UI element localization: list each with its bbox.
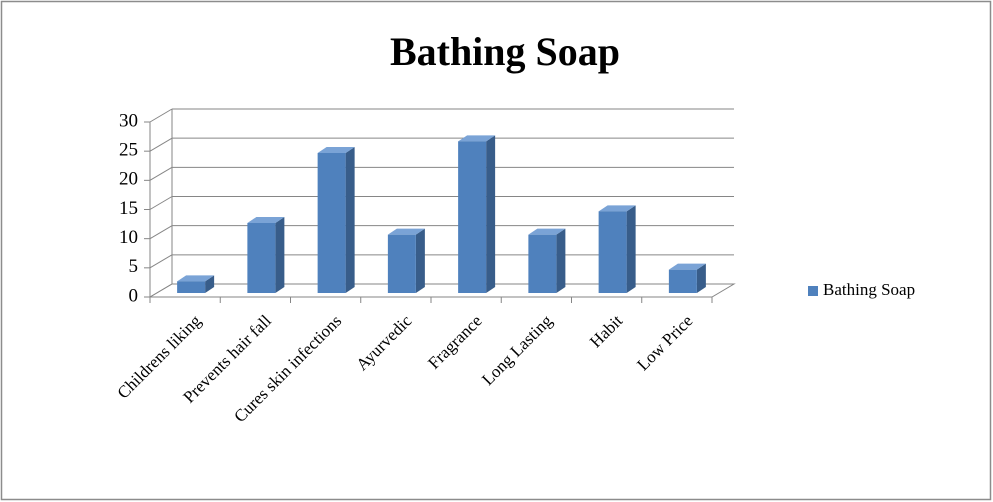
legend-label: Bathing Soap — [823, 280, 915, 299]
bar — [317, 153, 346, 293]
bar — [598, 211, 627, 293]
bar — [528, 234, 557, 293]
grid-line — [149, 283, 173, 298]
bar — [458, 141, 487, 293]
bar — [177, 281, 206, 293]
bar-side — [486, 135, 496, 293]
bar — [387, 234, 416, 293]
y-tick-label: 20 — [119, 169, 138, 190]
bar-side — [275, 217, 285, 293]
y-tick-label: 5 — [129, 256, 139, 277]
bar-side — [205, 275, 215, 293]
bar-side — [696, 263, 706, 293]
bar — [247, 223, 276, 293]
grid-line — [149, 108, 173, 123]
bar-top — [458, 135, 496, 142]
y-tick-label: 30 — [119, 110, 138, 131]
chart-title: Bathing Soap — [390, 29, 620, 74]
bar-top — [387, 228, 425, 235]
bar-side — [415, 228, 425, 293]
bar-top — [317, 147, 355, 153]
grid-line — [149, 225, 173, 240]
grid-line — [149, 166, 173, 181]
bar-side — [345, 147, 355, 293]
bar-top — [247, 217, 285, 223]
y-tick-label: 0 — [129, 285, 139, 306]
bar — [668, 269, 697, 293]
bar-top — [528, 228, 566, 235]
grid-line — [149, 137, 173, 152]
bar-top — [668, 263, 706, 270]
legend-swatch — [808, 286, 818, 296]
y-tick-label: 10 — [119, 227, 138, 248]
bar-side — [626, 205, 636, 293]
y-tick-label: 15 — [119, 198, 138, 219]
y-tick-label: 25 — [119, 140, 138, 161]
bar-top — [177, 275, 215, 282]
bar-side — [556, 228, 566, 293]
bar-top — [598, 205, 636, 212]
grid-line — [149, 196, 173, 210]
grid-line — [149, 254, 173, 269]
